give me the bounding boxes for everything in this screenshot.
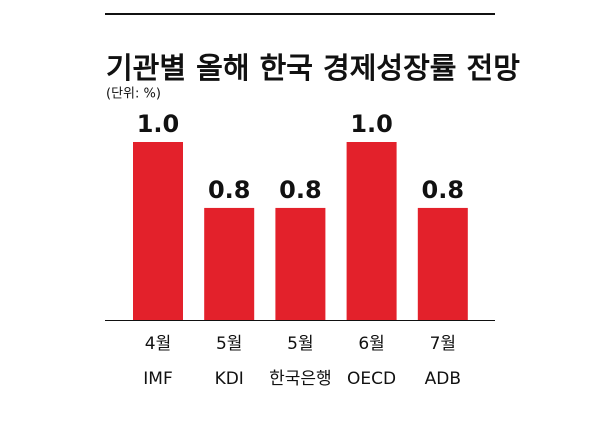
x-tick-label: ADB xyxy=(425,369,461,389)
bar xyxy=(204,207,255,320)
month-label: 5월 xyxy=(287,334,313,354)
month-label: 7월 xyxy=(430,334,456,354)
month-label: 6월 xyxy=(358,334,384,354)
chart-title: 기관별 올해 한국 경제성장률 전망 xyxy=(106,51,520,85)
x-tick-label: IMF xyxy=(143,369,172,389)
x-tick-label: 한국은행 xyxy=(269,369,332,389)
bar xyxy=(417,207,468,320)
value-label: 1.0 xyxy=(137,110,180,138)
month-label: 4월 xyxy=(145,334,171,354)
value-label: 1.0 xyxy=(350,110,393,138)
bar xyxy=(133,142,183,320)
value-label: 0.8 xyxy=(279,176,322,204)
x-tick-label: KDI xyxy=(215,369,244,389)
bar xyxy=(275,207,326,320)
chart-subtitle: (단위: %) xyxy=(106,87,161,102)
x-tick-label: OECD xyxy=(347,369,396,389)
month-label: 5월 xyxy=(216,334,242,354)
value-label: 0.8 xyxy=(422,176,465,204)
value-label: 0.8 xyxy=(208,176,251,204)
bar xyxy=(346,142,397,320)
